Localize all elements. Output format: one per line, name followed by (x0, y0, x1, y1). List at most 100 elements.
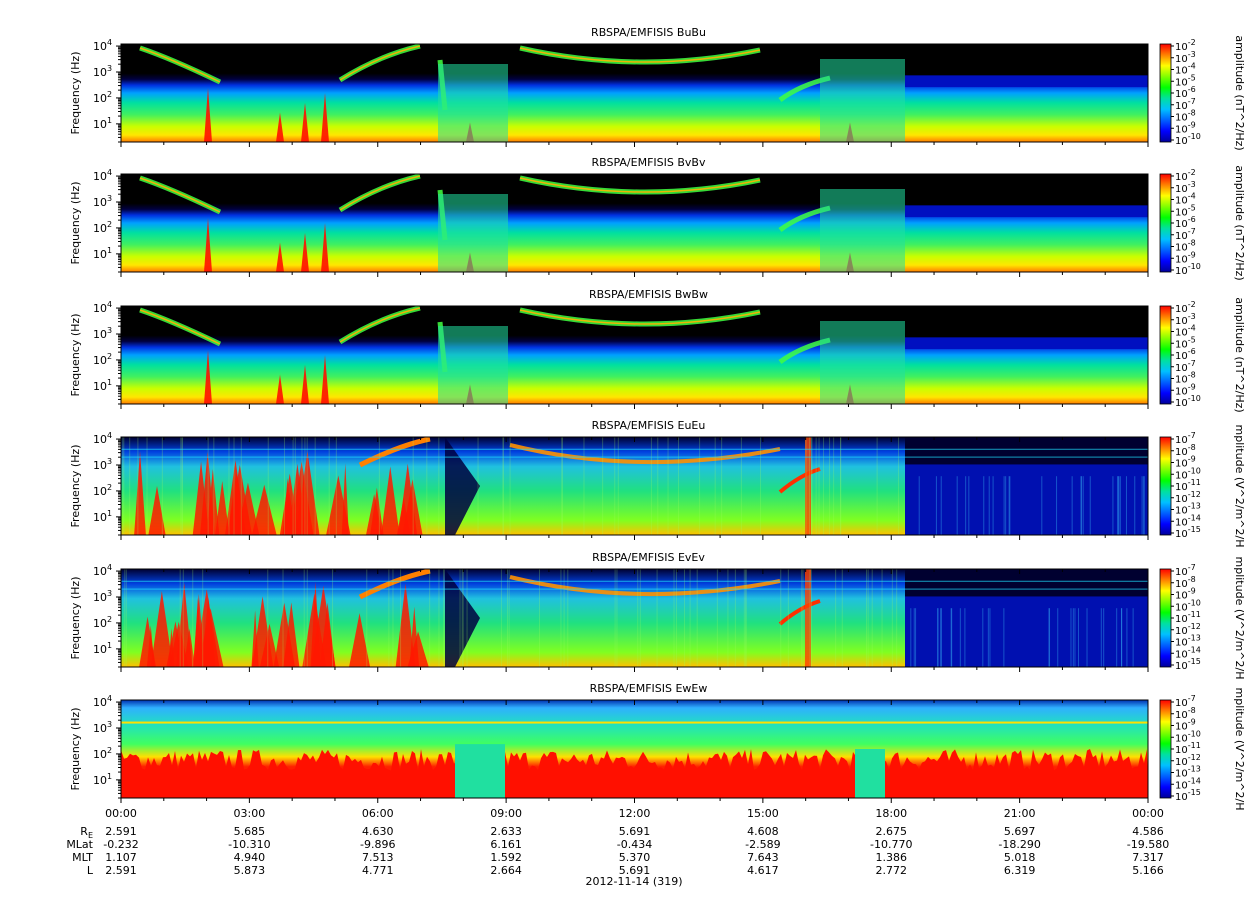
y-tick-label: 102 (93, 483, 112, 498)
ephemeris-value: -2.589 (745, 838, 780, 851)
y-tick-label: 104 (93, 168, 112, 183)
colorbar-label: mplitude (V^2/m^2/H (1233, 688, 1246, 811)
y-tick-label: 102 (93, 220, 112, 235)
ephemeris-value: 7.513 (362, 851, 394, 864)
x-tick-label: 06:00 (362, 807, 394, 820)
ephemeris-value: 4.608 (747, 825, 779, 838)
y-tick-label: 102 (93, 746, 112, 761)
y-tick-label: 101 (93, 378, 112, 393)
ephemeris-value: 5.873 (234, 864, 266, 877)
y-axis-label: Frequency (Hz) (69, 708, 82, 791)
colorbar-label: amplitude (nT^2/Hz) (1233, 35, 1246, 150)
ephemeris-value: 2.675 (876, 825, 908, 838)
ephemeris-value: 7.317 (1132, 851, 1164, 864)
ephemeris-value: -0.434 (617, 838, 652, 851)
panel-title: RBSPA/EMFISIS EuEu (592, 419, 706, 432)
y-tick-label: 102 (93, 90, 112, 105)
ephemeris-label: L (87, 864, 94, 877)
y-tick-label: 101 (93, 509, 112, 524)
ephemeris-value: 5.691 (619, 825, 651, 838)
ephemeris-value: -9.896 (360, 838, 395, 851)
y-axis-label: Frequency (Hz) (69, 182, 82, 265)
ephemeris-value: 5.697 (1004, 825, 1036, 838)
x-tick-label: 09:00 (490, 807, 522, 820)
colorbar-label: amplitude (nT^2/Hz) (1233, 165, 1246, 280)
y-tick-label: 102 (93, 615, 112, 630)
time-axis: 00:00 03:00 06:00 09:00 12:00 15:00 18:00 21:00… (105, 807, 1164, 820)
y-tick-label: 103 (93, 589, 112, 604)
ephemeris-label: MLT (72, 851, 93, 864)
y-tick-label: 101 (93, 772, 112, 787)
y-tick-label: 104 (93, 563, 112, 578)
ephemeris-value: 7.643 (747, 851, 779, 864)
y-tick-label: 104 (93, 38, 112, 53)
ephemeris-value: 6.161 (490, 838, 522, 851)
ephemeris-value: 4.586 (1132, 825, 1164, 838)
panel-title: RBSPA/EMFISIS BvBv (592, 156, 706, 169)
ephemeris-value: 1.386 (876, 851, 908, 864)
spectrogram-image (121, 700, 1148, 798)
x-tick-label: 15:00 (747, 807, 779, 820)
y-tick-label: 101 (93, 246, 112, 261)
panel-title: RBSPA/EMFISIS BuBu (591, 26, 706, 39)
ephemeris-table: RE 2.591 5.685 4.630 2.633 5.691 4.608 2.675 5.6… (66, 825, 1169, 877)
y-tick-label: 103 (93, 194, 112, 209)
date-label: 2012-11-14 (319) (585, 875, 682, 888)
ephemeris-value: 1.592 (490, 851, 522, 864)
y-axis-label: Frequency (Hz) (69, 445, 82, 528)
y-axis-label: Frequency (Hz) (69, 314, 82, 397)
spectrogram-panel: RBSPA/EMFISIS BuBu 101 102 103 104 Frequency … (69, 26, 1246, 151)
x-tick-label: 03:00 (234, 807, 266, 820)
x-tick-label: 18:00 (875, 807, 907, 820)
x-tick-label: 00:00 (1132, 807, 1164, 820)
ephemeris-value: -10.310 (228, 838, 270, 851)
ephemeris-value: 2.664 (490, 864, 522, 877)
spectrogram-image (121, 306, 1148, 404)
ephemeris-value: -10.770 (870, 838, 912, 851)
y-tick-label: 103 (93, 64, 112, 79)
colorbar (1159, 568, 1172, 668)
spectrogram-panel: RBSPA/EMFISIS EvEv 101 102 103 104 Frequency … (69, 551, 1246, 680)
spectrogram-panel: RBSPA/EMFISIS EwEw 101 102 103 104 Frequency … (69, 682, 1246, 811)
ephemeris-value: 6.319 (1004, 864, 1036, 877)
colorbar (1159, 699, 1172, 799)
spectrogram-image (121, 174, 1148, 272)
colorbar (1159, 43, 1172, 143)
ephemeris-value: 5.166 (1132, 864, 1164, 877)
ephemeris-value: 4.940 (234, 851, 266, 864)
colorbar (1159, 436, 1172, 536)
x-tick-label: 12:00 (619, 807, 651, 820)
ephemeris-value: 5.685 (234, 825, 266, 838)
y-tick-label: 103 (93, 457, 112, 472)
spectrogram-panel: RBSPA/EMFISIS BwBw 101 102 103 104 Frequency … (69, 288, 1246, 413)
colorbar-label: mplitude (V^2/m^2/H (1233, 557, 1246, 680)
spectrogram-panel: RBSPA/EMFISIS BvBv 101 102 103 104 Frequency … (69, 156, 1246, 281)
y-tick-label: 104 (93, 300, 112, 315)
ephemeris-value: 5.370 (619, 851, 651, 864)
y-tick-label: 104 (93, 694, 112, 709)
ephemeris-label: RE (80, 825, 93, 840)
panel-title: RBSPA/EMFISIS BwBw (589, 288, 708, 301)
ephemeris-value: -19.580 (1127, 838, 1169, 851)
colorbar-label: mplitude (V^2/m^2/H (1233, 425, 1246, 548)
ephemeris-value: 5.691 (619, 864, 651, 877)
spectrogram-image (121, 569, 1148, 667)
colorbar-label: amplitude (nT^2/Hz) (1233, 297, 1246, 412)
ephemeris-value: 2.633 (490, 825, 522, 838)
spectrogram-image (121, 437, 1148, 535)
ephemeris-value: 4.617 (747, 864, 779, 877)
x-tick-label: 21:00 (1004, 807, 1036, 820)
ephemeris-value: 2.591 (105, 864, 137, 877)
ephemeris-value: -18.290 (998, 838, 1040, 851)
y-tick-label: 101 (93, 116, 112, 131)
y-tick-label: 103 (93, 720, 112, 735)
y-tick-label: 101 (93, 641, 112, 656)
spectrogram-image (121, 44, 1148, 142)
ephemeris-value: -0.232 (103, 838, 138, 851)
y-tick-label: 102 (93, 352, 112, 367)
ephemeris-value: 2.591 (105, 825, 137, 838)
ephemeris-value: 2.772 (876, 864, 908, 877)
colorbar (1159, 173, 1172, 273)
ephemeris-value: 1.107 (105, 851, 137, 864)
